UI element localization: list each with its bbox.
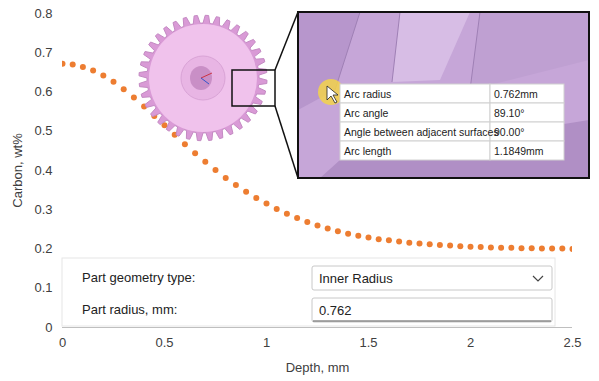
- svg-text:1.5: 1.5: [359, 335, 377, 350]
- svg-text:0.5: 0.5: [34, 123, 52, 138]
- svg-text:0.762mm: 0.762mm: [494, 88, 538, 100]
- svg-text:0.8: 0.8: [34, 6, 52, 21]
- svg-text:Part geometry type:: Part geometry type:: [82, 270, 195, 285]
- svg-text:90.00°: 90.00°: [494, 126, 524, 138]
- svg-text:Part radius, mm:: Part radius, mm:: [82, 302, 177, 317]
- svg-text:1: 1: [263, 335, 270, 350]
- svg-text:0.1: 0.1: [34, 280, 52, 295]
- svg-text:2.5: 2.5: [563, 335, 581, 350]
- svg-text:Arc radius: Arc radius: [344, 88, 391, 100]
- svg-text:0.5: 0.5: [155, 335, 173, 350]
- svg-text:0.6: 0.6: [34, 84, 52, 99]
- svg-text:Inner Radius: Inner Radius: [319, 271, 393, 286]
- svg-text:Arc length: Arc length: [344, 145, 391, 157]
- svg-text:Angle between adjacent surface: Angle between adjacent surfaces: [344, 126, 499, 138]
- svg-text:0.762: 0.762: [319, 303, 352, 318]
- svg-text:2: 2: [467, 335, 474, 350]
- svg-text:0.2: 0.2: [34, 241, 52, 256]
- svg-text:0.4: 0.4: [34, 163, 52, 178]
- svg-text:0.7: 0.7: [34, 45, 52, 60]
- svg-text:89.10°: 89.10°: [494, 107, 524, 119]
- svg-text:0: 0: [45, 320, 52, 335]
- svg-text:Arc angle: Arc angle: [344, 107, 389, 119]
- svg-text:Carbon, wt%: Carbon, wt%: [10, 133, 25, 208]
- svg-text:1.1849mm: 1.1849mm: [494, 145, 544, 157]
- svg-text:0.3: 0.3: [34, 202, 52, 217]
- svg-text:Depth, mm: Depth, mm: [286, 360, 350, 375]
- svg-text:0: 0: [59, 335, 66, 350]
